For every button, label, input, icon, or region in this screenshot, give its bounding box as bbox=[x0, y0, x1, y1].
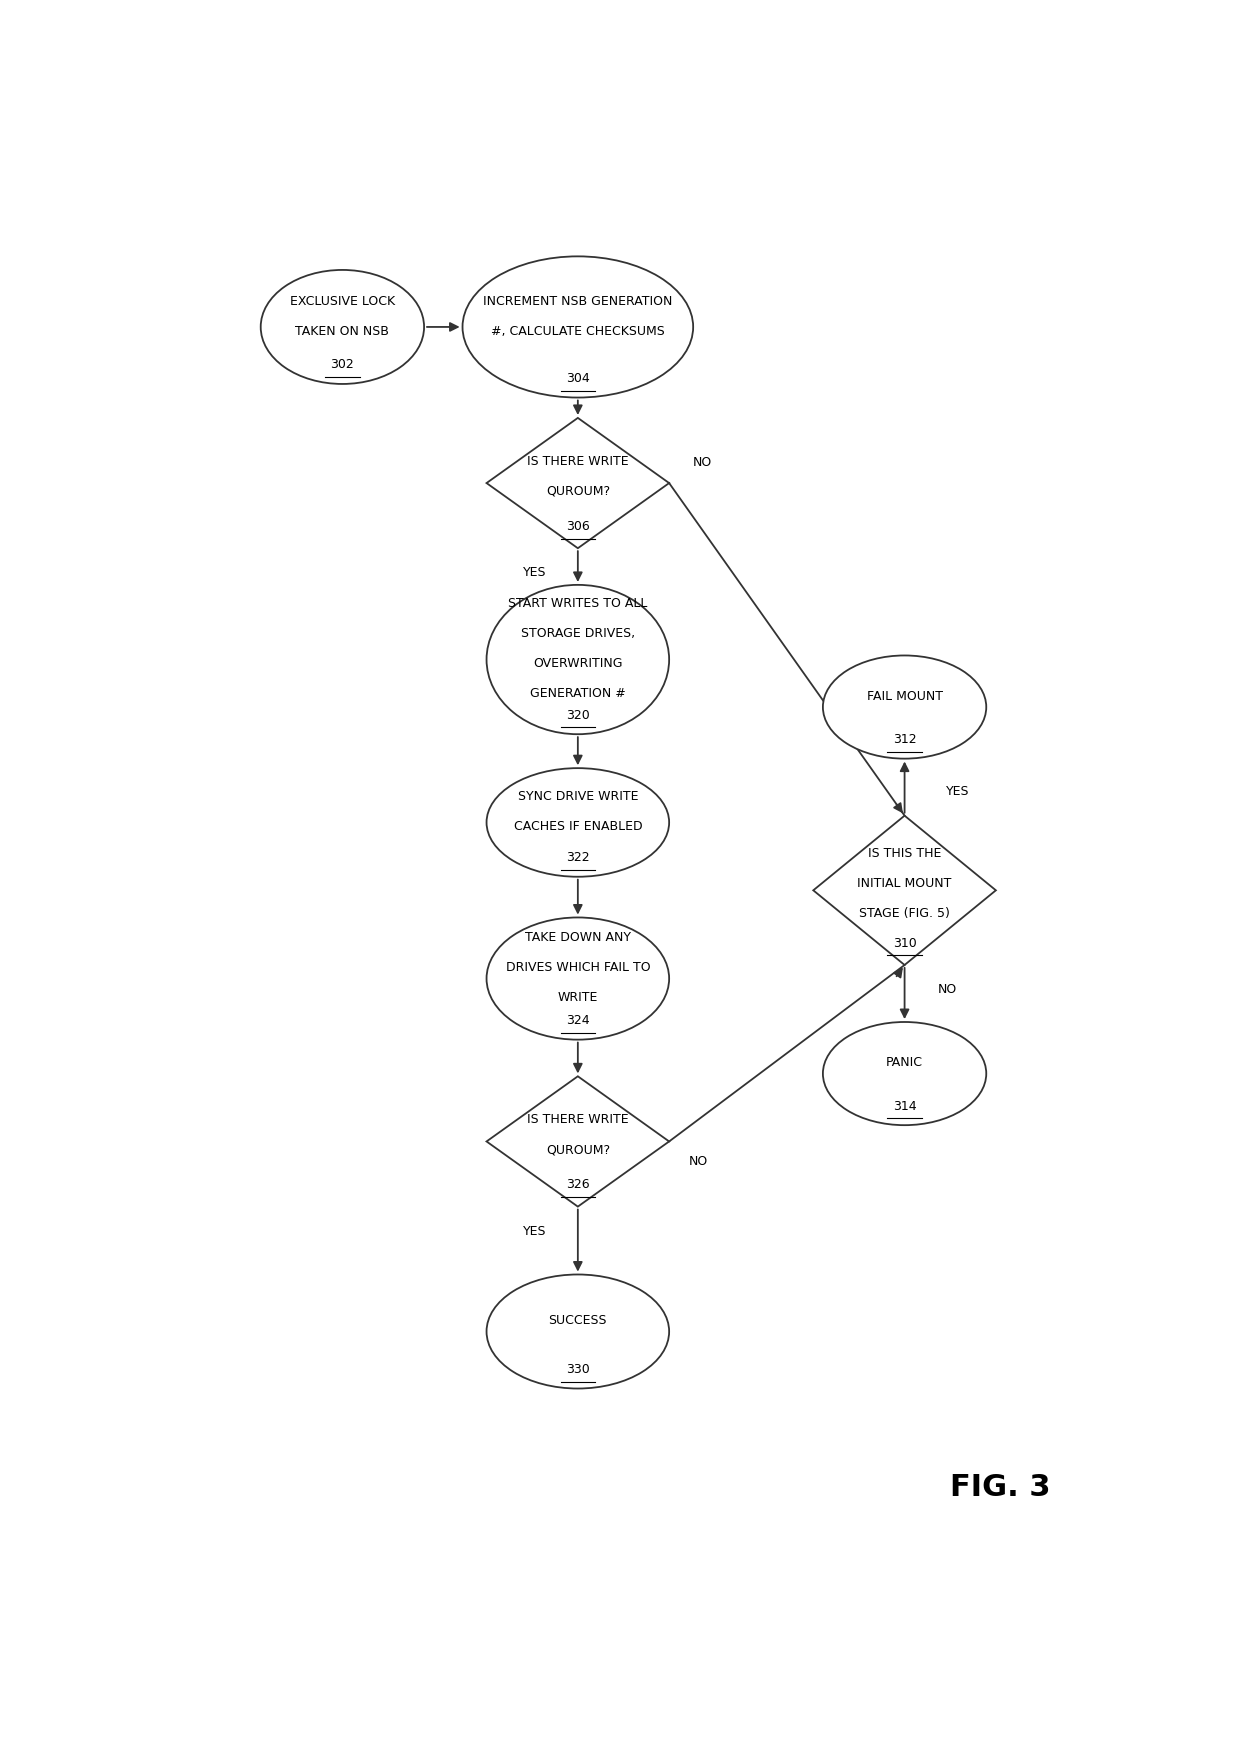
Text: YES: YES bbox=[523, 1225, 547, 1238]
Text: 302: 302 bbox=[331, 358, 355, 372]
Polygon shape bbox=[813, 816, 996, 964]
Text: QUROUM?: QUROUM? bbox=[546, 485, 610, 497]
Text: 314: 314 bbox=[893, 1100, 916, 1112]
Text: FIG. 3: FIG. 3 bbox=[950, 1474, 1052, 1502]
Text: FAIL MOUNT: FAIL MOUNT bbox=[867, 689, 942, 703]
Text: SUCCESS: SUCCESS bbox=[548, 1313, 608, 1328]
Ellipse shape bbox=[823, 1023, 986, 1125]
Text: INITIAL MOUNT: INITIAL MOUNT bbox=[857, 876, 952, 890]
Text: NO: NO bbox=[939, 984, 957, 996]
Text: NO: NO bbox=[688, 1155, 708, 1169]
Text: #, CALCULATE CHECKSUMS: #, CALCULATE CHECKSUMS bbox=[491, 324, 665, 337]
Polygon shape bbox=[486, 1075, 670, 1206]
Text: QUROUM?: QUROUM? bbox=[546, 1142, 610, 1157]
Text: OVERWRITING: OVERWRITING bbox=[533, 658, 622, 670]
Ellipse shape bbox=[486, 1275, 670, 1389]
Text: START WRITES TO ALL: START WRITES TO ALL bbox=[508, 598, 647, 610]
Text: DRIVES WHICH FAIL TO: DRIVES WHICH FAIL TO bbox=[506, 961, 650, 975]
Text: 324: 324 bbox=[565, 1014, 590, 1028]
Ellipse shape bbox=[823, 656, 986, 758]
Text: GENERATION #: GENERATION # bbox=[529, 688, 626, 700]
Text: INCREMENT NSB GENERATION: INCREMENT NSB GENERATION bbox=[484, 294, 672, 309]
Text: 330: 330 bbox=[565, 1363, 590, 1375]
Ellipse shape bbox=[463, 256, 693, 397]
Ellipse shape bbox=[486, 769, 670, 876]
Text: SYNC DRIVE WRITE: SYNC DRIVE WRITE bbox=[517, 790, 639, 804]
Text: 312: 312 bbox=[893, 733, 916, 746]
Text: 322: 322 bbox=[565, 852, 590, 864]
Text: IS THERE WRITE: IS THERE WRITE bbox=[527, 1112, 629, 1127]
Text: STAGE (FIG. 5): STAGE (FIG. 5) bbox=[859, 906, 950, 920]
Ellipse shape bbox=[260, 270, 424, 384]
Text: CACHES IF ENABLED: CACHES IF ENABLED bbox=[513, 820, 642, 832]
Text: YES: YES bbox=[946, 785, 970, 797]
Text: EXCLUSIVE LOCK: EXCLUSIVE LOCK bbox=[290, 294, 396, 309]
Text: YES: YES bbox=[523, 566, 547, 580]
Text: 304: 304 bbox=[565, 372, 590, 384]
Text: WRITE: WRITE bbox=[558, 991, 598, 1005]
Text: TAKEN ON NSB: TAKEN ON NSB bbox=[295, 324, 389, 337]
Text: IS THERE WRITE: IS THERE WRITE bbox=[527, 455, 629, 467]
Text: STORAGE DRIVES,: STORAGE DRIVES, bbox=[521, 628, 635, 640]
Ellipse shape bbox=[486, 585, 670, 733]
Ellipse shape bbox=[486, 917, 670, 1040]
Text: PANIC: PANIC bbox=[887, 1056, 923, 1068]
Text: 306: 306 bbox=[565, 520, 590, 532]
Text: TAKE DOWN ANY: TAKE DOWN ANY bbox=[525, 931, 631, 945]
Text: 326: 326 bbox=[565, 1178, 590, 1192]
Text: NO: NO bbox=[693, 457, 713, 469]
Text: 320: 320 bbox=[565, 709, 590, 721]
Text: 310: 310 bbox=[893, 936, 916, 950]
Text: IS THIS THE: IS THIS THE bbox=[868, 848, 941, 860]
Polygon shape bbox=[486, 418, 670, 548]
